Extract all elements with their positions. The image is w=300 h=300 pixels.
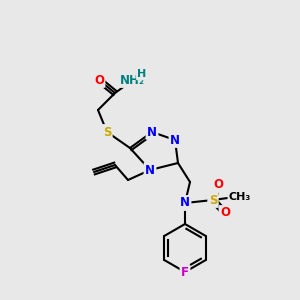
Text: S: S	[209, 194, 217, 206]
Text: H: H	[137, 69, 147, 79]
Text: N: N	[147, 125, 157, 139]
Text: F: F	[181, 266, 189, 278]
Text: CH₃: CH₃	[229, 192, 251, 202]
Text: N: N	[145, 164, 155, 176]
Text: N: N	[180, 196, 190, 209]
Text: O: O	[213, 178, 223, 191]
Text: O: O	[94, 74, 104, 86]
Text: O: O	[220, 206, 230, 220]
Text: NH₂: NH₂	[119, 74, 145, 86]
Text: N: N	[170, 134, 180, 146]
Text: S: S	[103, 125, 111, 139]
